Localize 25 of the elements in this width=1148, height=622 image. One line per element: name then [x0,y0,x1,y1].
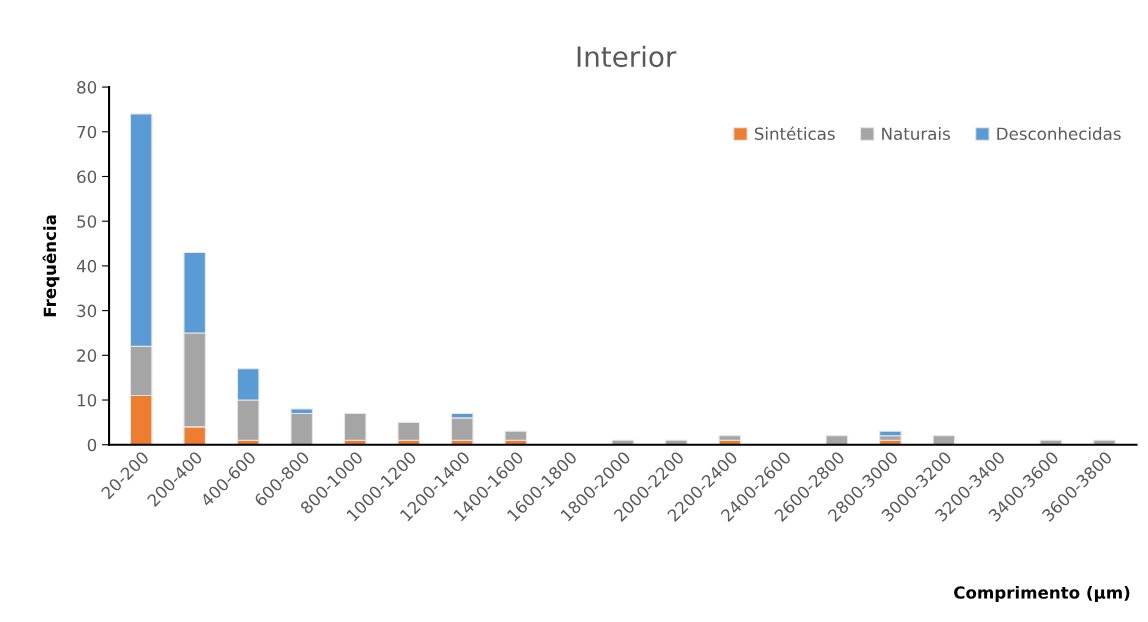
bar [879,435,902,441]
y-tick-label: 20 [77,349,97,362]
legend-label: Desconhecidas [997,127,1121,141]
bar [932,435,956,445]
legend-label: Sintéticas [754,126,835,141]
y-axis-title: Frequência [42,215,60,317]
y-tick-label: 80 [77,81,97,94]
legend-label: Naturais [882,127,950,141]
y-tick-label: 60 [77,170,97,184]
bar [343,412,367,441]
bar [825,435,849,445]
bar [504,430,528,441]
bar [450,417,474,441]
y-tick-label: 0 [87,438,97,452]
y-tick-label: 10 [77,393,97,407]
y-tick-label: 30 [77,304,97,318]
x-axis-title: Comprimento (µm) [954,585,1130,603]
bar [397,421,420,441]
bar [879,430,902,437]
chart-title: Interior [577,45,677,68]
y-tick-label: 50 [77,215,97,228]
bar [290,412,313,445]
y-tick-label: 40 [76,259,97,273]
y-tick-label: 70 [77,125,97,139]
bar [718,435,742,441]
